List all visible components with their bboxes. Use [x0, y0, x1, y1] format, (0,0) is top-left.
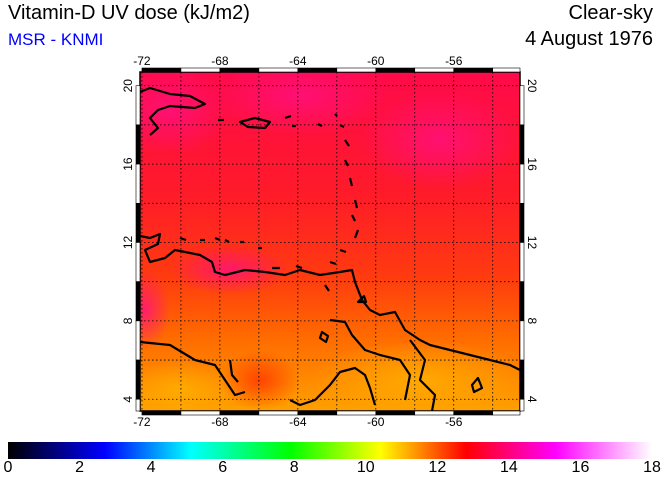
border-segment: [135, 281, 141, 322]
sky-condition: Clear-sky: [568, 2, 653, 24]
axis-labels: -72 -72 -68 -68 -64 -64 -60 -60 -56 -56 4 4 8 8 12 12 16…: [121, 54, 539, 429]
lat-tick-label-right: 8: [525, 318, 539, 325]
border-segment: [141, 67, 182, 73]
border-segment: [135, 320, 141, 361]
lon-tick-label-bottom: -60: [367, 415, 385, 429]
lat-tick-label-left: 12: [121, 235, 135, 249]
colorbar-tick-label: 14: [499, 459, 518, 476]
border-segment: [135, 85, 141, 126]
lon-tick-label-top: -60: [367, 54, 385, 68]
border-segment: [519, 242, 525, 282]
colorbar-tick-label: 2: [75, 459, 84, 476]
border-segment: [519, 281, 525, 322]
colorbar: [8, 442, 652, 459]
border-segment: [135, 202, 141, 243]
colorbar-tick-label: 12: [428, 459, 447, 476]
lon-tick-label-top: -56: [445, 54, 463, 68]
border-segment: [453, 67, 494, 73]
border-segment: [519, 85, 525, 126]
border-segment: [414, 67, 455, 73]
colorbar-tick-label: 8: [289, 459, 299, 476]
lat-tick-label-left: 16: [121, 157, 135, 171]
border-segment: [135, 124, 141, 165]
lat-tick-label-right: 4: [525, 396, 539, 403]
border-segment: [519, 163, 525, 204]
lon-tick-label-bottom: -72: [133, 415, 151, 429]
border-segment: [519, 398, 525, 412]
border-segment: [135, 242, 141, 282]
border-segment: [519, 124, 525, 165]
border-segment: [135, 163, 141, 204]
border-segment: [375, 67, 416, 73]
border-segment: [135, 359, 141, 400]
lon-tick-label-bottom: -68: [211, 415, 229, 429]
data-source: MSR - KNMI: [8, 30, 104, 49]
border-segment: [519, 320, 525, 361]
colorbar-tick-label: 16: [571, 459, 590, 476]
lon-tick-label-top: -72: [133, 54, 151, 68]
lat-tick-label-left: 20: [121, 79, 135, 93]
border-segment: [219, 67, 260, 73]
lon-tick-label-top: -68: [211, 54, 229, 68]
border-segment: [492, 67, 521, 73]
colorbar-tick-label: 18: [643, 459, 661, 476]
border-segment: [297, 67, 338, 73]
colorbar-tick-label: 6: [218, 459, 228, 476]
map-border-scale: [135, 67, 525, 416]
uv-field: [140, 72, 520, 411]
border-segment: [519, 202, 525, 243]
colorbar-tick-label: 0: [3, 459, 13, 476]
lon-tick-label-bottom: -56: [445, 415, 463, 429]
map-panel: -72 -72 -68 -68 -64 -64 -60 -60 -56 -56 4 4 8 8 12 12 16…: [121, 54, 539, 429]
lat-tick-label-left: 8: [121, 317, 135, 324]
lat-tick-label-left: 4: [121, 396, 135, 403]
figure-title: Vitamin-D UV dose (kJ/m2): [8, 2, 250, 24]
lat-tick-label-right: 20: [525, 79, 539, 93]
border-segment: [258, 67, 299, 73]
border-segment: [135, 398, 141, 412]
border-segment: [336, 67, 377, 73]
map-date: 4 August 1976: [525, 28, 653, 50]
colorbar-tick-label: 4: [146, 459, 156, 476]
border-segment: [519, 359, 525, 400]
border-segment: [180, 67, 221, 73]
lat-tick-label-right: 12: [525, 236, 539, 250]
lat-tick-label-right: 16: [525, 157, 539, 171]
lon-tick-label-bottom: -64: [289, 415, 307, 429]
colorbar-tick-label: 10: [356, 459, 375, 476]
coastlines: [140, 86, 520, 411]
lon-tick-label-top: -64: [289, 54, 307, 68]
border-segment: [492, 410, 521, 416]
